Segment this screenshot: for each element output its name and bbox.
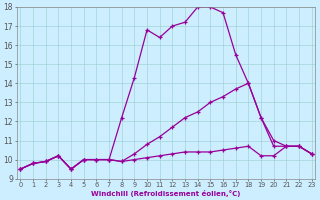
X-axis label: Windchill (Refroidissement éolien,°C): Windchill (Refroidissement éolien,°C) — [91, 190, 241, 197]
